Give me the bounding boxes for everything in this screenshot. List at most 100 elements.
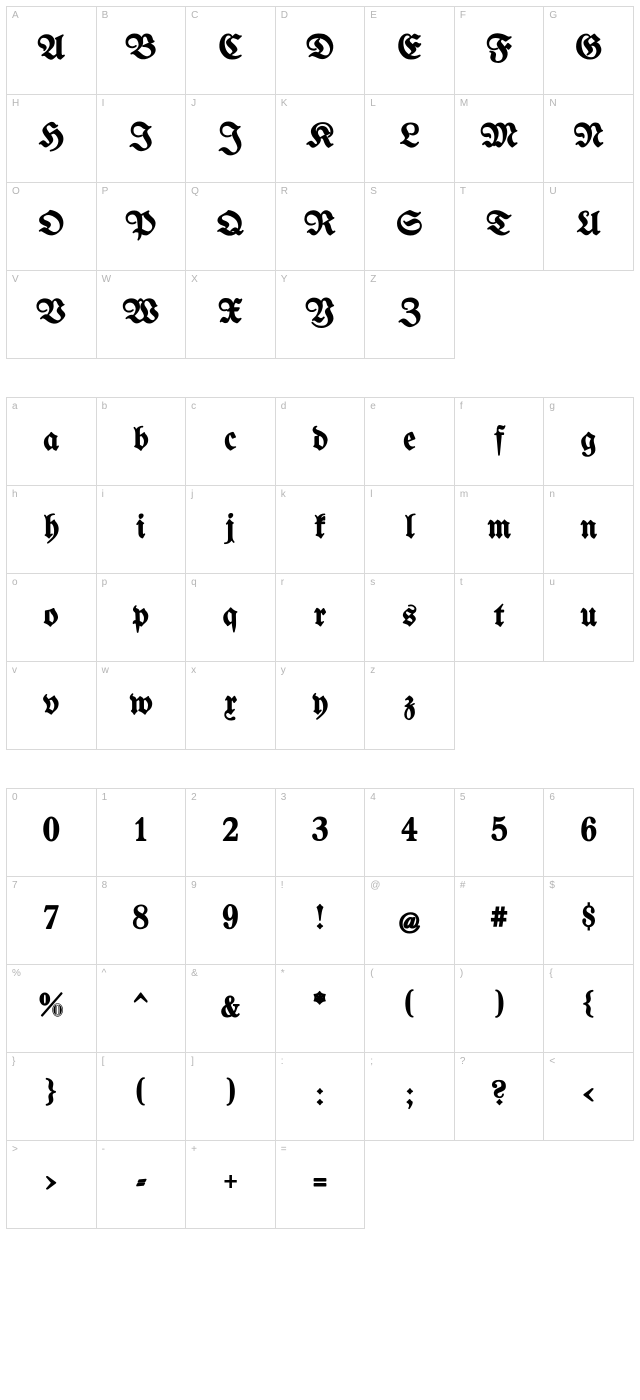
key-label: & (191, 968, 198, 979)
glyph: : (317, 1078, 324, 1112)
glyph-cell: !! (276, 877, 366, 965)
glyph-cell: II (97, 95, 187, 183)
glyph-cell: ss (365, 574, 455, 662)
glyph-cell: bb (97, 398, 187, 486)
glyph-cell: {{ (544, 965, 634, 1053)
glyph: 9 (223, 902, 238, 936)
key-label: p (102, 577, 108, 588)
key-label: l (370, 489, 372, 500)
glyph-cell: (( (365, 965, 455, 1053)
key-label: B (102, 10, 109, 21)
glyph: 5 (491, 814, 507, 848)
key-label: X (191, 274, 198, 285)
key-label: 4 (370, 792, 376, 803)
key-label: % (12, 968, 21, 979)
empty-cell (544, 662, 634, 750)
glyph-cell: tt (455, 574, 545, 662)
glyph: h (44, 511, 59, 545)
key-label: a (12, 401, 18, 412)
key-label: c (191, 401, 196, 412)
key-label: 2 (191, 792, 197, 803)
glyph: Q (217, 208, 244, 242)
glyph-cell: DD (276, 7, 366, 95)
key-label: $ (549, 880, 555, 891)
glyph-cell: ii (97, 486, 187, 574)
key-label: # (460, 880, 466, 891)
glyph: 6 (581, 814, 596, 848)
key-label: ( (370, 968, 373, 979)
glyph: & (221, 990, 241, 1024)
glyph: Z (398, 296, 421, 330)
glyph: q (223, 599, 238, 633)
glyph: F (486, 32, 512, 66)
key-label: : (281, 1056, 284, 1067)
key-label: t (460, 577, 463, 588)
key-label: j (191, 489, 193, 500)
key-label: h (12, 489, 18, 500)
glyph-cell: zz (365, 662, 455, 750)
glyph: e (403, 423, 415, 457)
key-label: 0 (12, 792, 18, 803)
glyph-cell: uu (544, 574, 634, 662)
key-label: g (549, 401, 555, 412)
glyph-cell: TT (455, 183, 545, 271)
key-label: D (281, 10, 288, 21)
glyph-cell: ;; (365, 1053, 455, 1141)
glyph: B (126, 32, 156, 66)
key-label: f (460, 401, 463, 412)
key-label: Y (281, 274, 288, 285)
key-label: 5 (460, 792, 466, 803)
glyph: 8 (133, 902, 149, 936)
key-label: S (370, 186, 377, 197)
glyph-cell: VV (7, 271, 97, 359)
key-label: F (460, 10, 466, 21)
section-uppercase: AABBCCDDEEFFGGHHIIJJKKLLMMNNOOPPQQRRSSTT… (6, 6, 634, 359)
key-label: ) (460, 968, 463, 979)
glyph-cell: ++ (186, 1141, 276, 1229)
glyph-cell: BB (97, 7, 187, 95)
glyph-cell: ff (455, 398, 545, 486)
glyph: R (304, 208, 336, 242)
glyph-cell: xx (186, 662, 276, 750)
glyph: ! (316, 902, 324, 936)
glyph-cell: dd (276, 398, 366, 486)
glyph-cell: OO (7, 183, 97, 271)
glyph-cell: && (186, 965, 276, 1053)
empty-cell (455, 1141, 545, 1229)
glyph-cell: 88 (97, 877, 187, 965)
glyph-cell: UU (544, 183, 634, 271)
glyph-cell: 11 (97, 789, 187, 877)
key-label: 7 (12, 880, 18, 891)
glyph: c (224, 423, 236, 457)
key-label: 9 (191, 880, 197, 891)
key-label: ] (191, 1056, 194, 1067)
glyph-cell: qq (186, 574, 276, 662)
key-label: K (281, 98, 288, 109)
section-lowercase: aabbccddeeffgghhiijjkkllmmnnooppqqrrsstt… (6, 397, 634, 750)
glyph-cell: EE (365, 7, 455, 95)
empty-cell (544, 1141, 634, 1229)
glyph-cell: 33 (276, 789, 366, 877)
glyph-cell: ww (97, 662, 187, 750)
key-label: - (102, 1144, 105, 1155)
glyph-cell: 00 (7, 789, 97, 877)
glyph-cell: ]) (186, 1053, 276, 1141)
glyph-cell: gg (544, 398, 634, 486)
key-label: G (549, 10, 557, 21)
glyph-cell: $$ (544, 877, 634, 965)
glyph: V (36, 296, 66, 330)
key-label: o (12, 577, 18, 588)
glyph-cell: JJ (186, 95, 276, 183)
key-label: M (460, 98, 468, 109)
glyph: % (39, 990, 63, 1024)
glyph: ( (137, 1078, 145, 1112)
glyph: v (44, 687, 59, 721)
key-label: @ (370, 880, 380, 891)
key-label: T (460, 186, 466, 197)
glyph-cell: 55 (455, 789, 545, 877)
empty-cell (544, 271, 634, 359)
key-label: r (281, 577, 284, 588)
glyph-cell: FF (455, 7, 545, 95)
key-label: ^ (102, 968, 107, 979)
glyph-cell: )) (455, 965, 545, 1053)
